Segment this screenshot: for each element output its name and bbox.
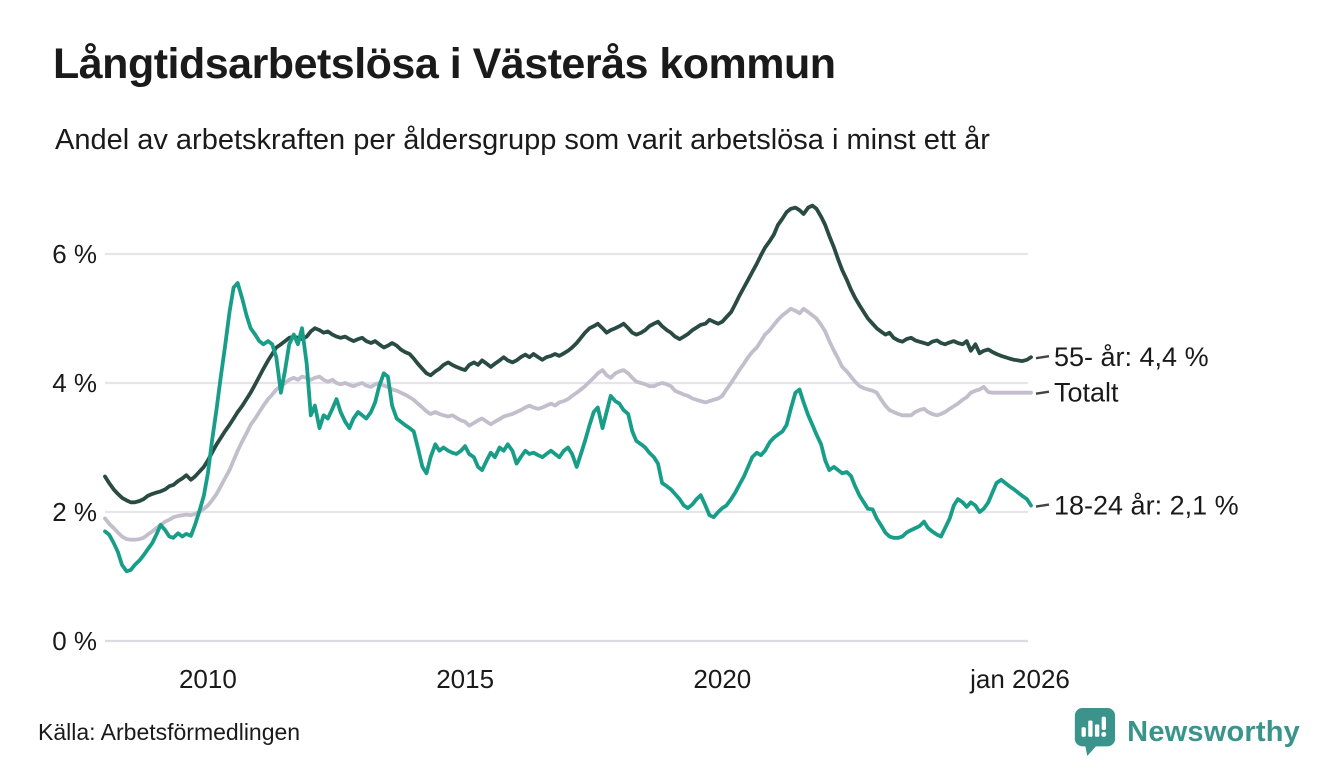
end-label-tick bbox=[1035, 390, 1050, 395]
y-tick-label: 6 % bbox=[52, 239, 97, 269]
y-tick-label: 2 % bbox=[52, 497, 97, 527]
chart-subtitle: Andel av arbetskraften per åldersgrupp s… bbox=[55, 124, 990, 156]
y-tick-label: 0 % bbox=[52, 626, 97, 656]
end-label-tick bbox=[1035, 355, 1050, 360]
end-label-tick bbox=[1035, 503, 1050, 508]
series-line-totalt bbox=[103, 306, 1033, 542]
newsworthy-wordmark: Newsworthy bbox=[1127, 715, 1300, 748]
x-tick-label: 2020 bbox=[693, 664, 751, 694]
x-tick-label: 2015 bbox=[436, 664, 494, 694]
series-end-label-totalt: Totalt bbox=[1054, 378, 1119, 408]
series-end-label-18-24-r: 18-24 år: 2,1 % bbox=[1054, 491, 1239, 521]
series-end-label-55-r: 55- år: 4,4 % bbox=[1054, 342, 1209, 372]
x-tick-label: jan 2026 bbox=[969, 664, 1070, 694]
y-tick-label: 4 % bbox=[52, 368, 97, 398]
newsworthy-bar-chart-icon bbox=[1075, 708, 1116, 756]
source-caption: Källa: Arbetsförmedlingen bbox=[38, 719, 301, 745]
x-tick-label: 2010 bbox=[179, 664, 237, 694]
chart-title: Långtidsarbetslösa i Västerås kommun bbox=[53, 40, 836, 88]
series-line-18-24-r bbox=[103, 281, 1033, 574]
newsworthy-logo: Newsworthy bbox=[1071, 706, 1300, 758]
series-line-55-r bbox=[103, 203, 1033, 505]
